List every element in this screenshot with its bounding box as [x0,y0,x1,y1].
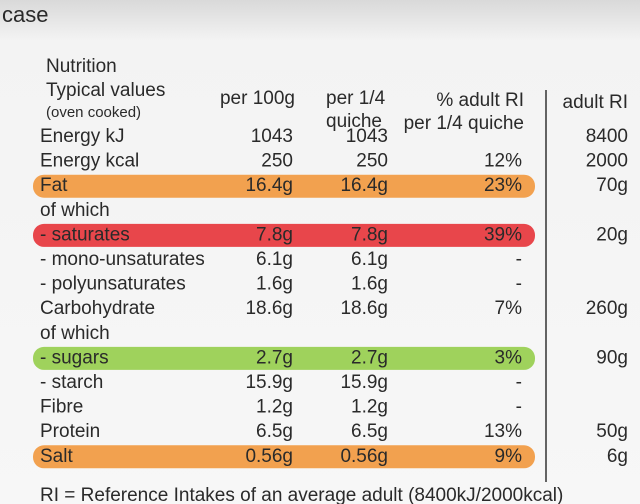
heading: case [2,2,48,27]
per-quarter: 1.2g [351,397,388,418]
per-100g: 6.1g [256,249,293,270]
nutrient-name: - polyunsaturates [40,274,186,295]
title: Nutrition [46,56,117,77]
per-100g: 15.9g [245,372,293,393]
footer: RI = Reference Intakes of an average adu… [40,485,563,504]
adult-ri: 20g [596,224,628,245]
column-header: adult RI [563,92,628,113]
per-100g: 18.6g [245,298,293,319]
nutrient-name: of which [40,200,110,221]
row-highlight [33,445,535,469]
per-quarter: 6.5g [351,421,388,442]
column-header: % adult RI [436,90,524,111]
per-100g: 6.5g [256,421,293,442]
percent-ri: 13% [484,421,522,442]
column-header: quiche [326,111,382,132]
adult-ri: 70g [596,175,628,196]
nutrient-name: Energy kcal [40,151,139,172]
nutrient-name: - starch [40,372,103,393]
percent-ri: 23% [484,175,522,196]
column-header: per 100g [220,88,295,109]
percent-ri: - [516,397,522,418]
adult-ri: 2000 [586,151,628,172]
nutrient-name: Fibre [40,397,83,418]
nutrient-name: Fat [40,175,68,196]
adult-ri: 8400 [586,126,628,147]
per-quarter: 1043 [346,126,388,147]
percent-ri: 9% [495,446,523,467]
percent-ri: - [516,274,522,295]
per-100g: 0.56g [245,446,293,467]
row-highlight [33,346,535,370]
column-header: per 1/4 [326,88,386,109]
percent-ri: 7% [495,298,523,319]
nutrient-name: of which [40,323,110,344]
per-100g: 16.4g [245,175,293,196]
per-quarter: 250 [356,151,388,172]
per-quarter: 6.1g [351,249,388,270]
nutrient-name: - mono-unsaturates [40,249,205,270]
percent-ri: 39% [484,224,522,245]
column-header: Typical values [46,80,165,101]
per-quarter: 7.8g [351,224,388,245]
nutrient-name: Energy kJ [40,126,124,147]
nutrient-name: Salt [40,446,73,467]
percent-ri: 12% [484,151,522,172]
per-quarter: 1.6g [351,274,388,295]
nutrient-name: - saturates [40,224,130,245]
percent-ri: 3% [495,347,523,368]
percent-ri: - [516,249,522,270]
nutrient-name: Carbohydrate [40,298,155,319]
per-quarter: 2.7g [351,347,388,368]
adult-ri: 50g [596,421,628,442]
column-note: (oven cooked) [46,104,141,121]
row-highlight [33,174,535,198]
per-quarter: 15.9g [340,372,388,393]
per-quarter: 16.4g [340,175,388,196]
adult-ri: 260g [586,298,628,319]
per-100g: 250 [261,151,293,172]
per-100g: 1.6g [256,274,293,295]
adult-ri: 90g [596,347,628,368]
adult-ri: 6g [607,446,628,467]
per-quarter: 18.6g [340,298,388,319]
per-100g: 2.7g [256,347,293,368]
per-100g: 1.2g [256,397,293,418]
row-highlight [33,223,535,247]
per-100g: 1043 [251,126,293,147]
nutrient-name: - sugars [40,347,109,368]
per-100g: 7.8g [256,224,293,245]
per-quarter: 0.56g [340,446,388,467]
percent-ri: - [516,372,522,393]
column-header: per 1/4 quiche [404,113,524,134]
nutrient-name: Protein [40,421,100,442]
